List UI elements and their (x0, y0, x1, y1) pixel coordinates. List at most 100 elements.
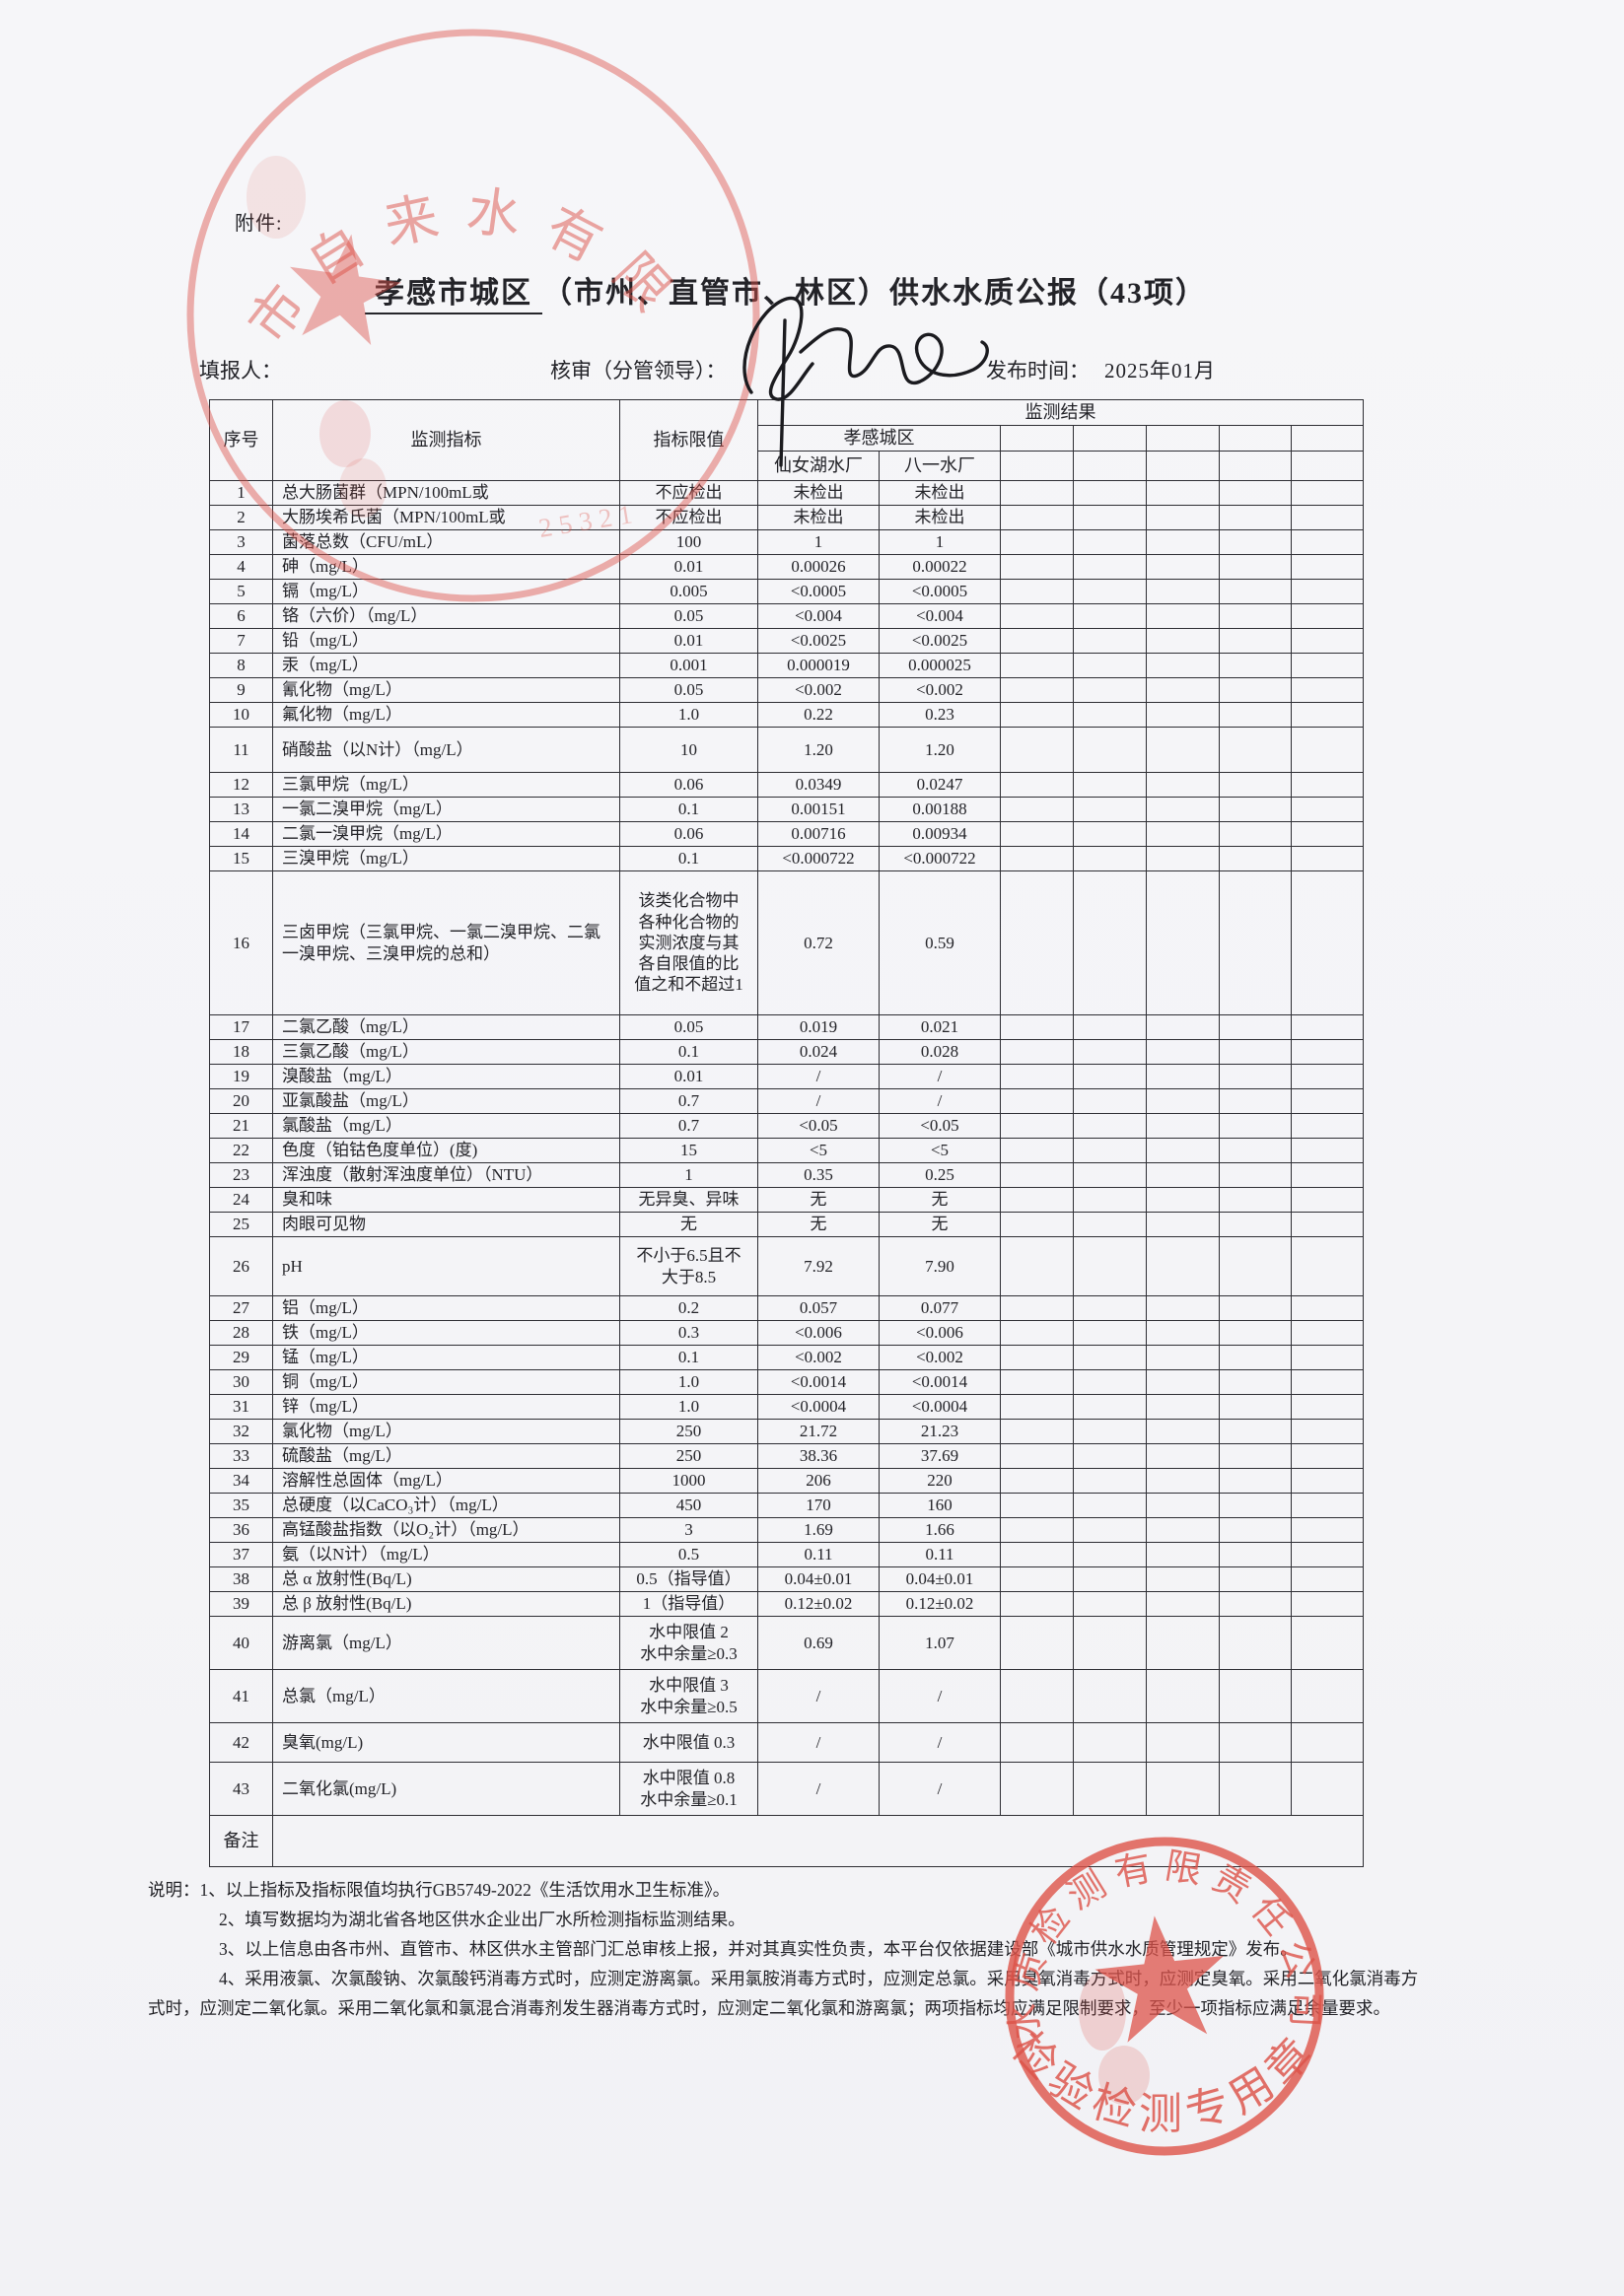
empty-cell (1000, 1295, 1074, 1321)
value-cell: 0.35 (757, 1162, 880, 1188)
limit-cell: 水中限值 3 水中余量≥0.5 (619, 1669, 758, 1723)
empty-cell (1000, 1113, 1074, 1139)
empty-header-cell (1146, 425, 1220, 452)
limit-cell: 无 (619, 1212, 758, 1237)
table-row: 31 锌（mg/L） 1.0 <0.0004 <0.0004 (209, 1394, 1365, 1420)
row-no: 15 (209, 846, 273, 871)
empty-cell (1000, 579, 1074, 604)
empty-cell (1219, 1039, 1292, 1065)
table-row: 14 二氯一溴甲烷（mg/L） 0.06 0.00716 0.00934 (209, 821, 1365, 847)
value-cell: 0.028 (879, 1039, 1001, 1065)
empty-cell (1000, 1419, 1074, 1444)
table-row: 41 总氯（mg/L） 水中限值 3 水中余量≥0.5// (209, 1669, 1365, 1723)
empty-cell (1290, 505, 1365, 530)
value-cell: <0.000722 (879, 846, 1001, 871)
empty-cell (1073, 772, 1147, 798)
row-no: 11 (209, 727, 273, 773)
table-row: 8 汞（mg/L） 0.001 0.000019 0.000025 (209, 653, 1365, 678)
row-no: 14 (209, 821, 273, 847)
empty-cell (1290, 1039, 1365, 1065)
plant-header-xiannvhu: 仙女湖水厂 (757, 451, 880, 481)
col-header-limit: 指标限值 (619, 399, 758, 481)
value-cell: <0.004 (879, 603, 1001, 629)
indicator-cell: 臭和味 (272, 1187, 620, 1213)
value-cell: <0.05 (879, 1113, 1001, 1139)
empty-cell (1219, 1591, 1292, 1617)
empty-cell (1146, 1187, 1220, 1213)
row-no: 8 (209, 653, 273, 678)
empty-cell (1073, 1014, 1147, 1040)
limit-cell: 10 (619, 727, 758, 773)
empty-cell (1000, 797, 1074, 822)
indicator-cell: 总氯（mg/L） (272, 1669, 620, 1723)
empty-cell (1290, 1517, 1365, 1543)
indicator-cell: 总 α 放射性(Bq/L) (272, 1566, 620, 1592)
value-cell: <0.004 (757, 603, 880, 629)
meta-row: 填报人： 核审（分管领导）： 发布时间： 2025年01月 (199, 355, 1422, 388)
table-row: 21 氯酸盐（mg/L） 0.7 <0.05 <0.05 (209, 1113, 1365, 1139)
limit-cell: 0.1 (619, 1345, 758, 1370)
note-3: 3、以上信息由各市州、直管市、林区供水主管部门汇总审核上报，并对其真实性负责，本… (219, 1939, 1298, 1959)
empty-cell (1290, 1566, 1365, 1592)
indicator-cell: 氯化物（mg/L） (272, 1419, 620, 1444)
value-cell: 0.25 (879, 1162, 1001, 1188)
empty-cell (1000, 1088, 1074, 1114)
empty-cell (1290, 821, 1365, 847)
indicator-cell: 浑浊度（散射浑浊度单位）（NTU） (272, 1162, 620, 1188)
empty-cell (1073, 1212, 1147, 1237)
empty-cell (1219, 1566, 1292, 1592)
empty-cell (1146, 870, 1220, 1015)
value-cell: 0.000019 (757, 653, 880, 678)
value-cell: 未检出 (757, 480, 880, 506)
indicator-cell: 总大肠菌群（MPN/100mL或 (272, 480, 620, 506)
empty-cell (1000, 1320, 1074, 1346)
empty-cell (1073, 821, 1147, 847)
limit-cell: 水中限值 2 水中余量≥0.3 (619, 1616, 758, 1670)
value-cell: 1.07 (879, 1616, 1001, 1670)
table-row: 1 总大肠菌群（MPN/100mL或 不应检出 未检出 未检出 (209, 480, 1365, 506)
empty-cell (1290, 1468, 1365, 1494)
empty-cell (1073, 1113, 1147, 1139)
empty-cell (1290, 677, 1365, 703)
empty-cell (1219, 846, 1292, 871)
indicator-cell: 二氯乙酸（mg/L） (272, 1014, 620, 1040)
indicator-cell: 亚氯酸盐（mg/L） (272, 1088, 620, 1114)
indicator-cell: 氰化物（mg/L） (272, 677, 620, 703)
value-cell: <0.006 (879, 1320, 1001, 1346)
empty-cell (1290, 1113, 1365, 1139)
value-cell: 7.92 (757, 1236, 880, 1296)
empty-cell (1073, 653, 1147, 678)
table-row: 13 一氯二溴甲烷（mg/L） 0.1 0.00151 0.00188 (209, 797, 1365, 822)
value-cell: 1 (757, 529, 880, 555)
empty-cell (1290, 1088, 1365, 1114)
empty-cell (1146, 505, 1220, 530)
attachment-label: 附件: (235, 213, 283, 235)
limit-cell: 不应检出 (619, 505, 758, 530)
table-row: 28 铁（mg/L） 0.3 <0.006 <0.006 (209, 1320, 1365, 1346)
note-4: 4、采用液氯、次氯酸钠、次氯酸钙消毒方式时，应测定游离氯。采用氯胺消毒方式时，应… (148, 1969, 1419, 2018)
empty-cell (1073, 1517, 1147, 1543)
table-row: 20 亚氯酸盐（mg/L） 0.7// (209, 1088, 1365, 1114)
row-no: 35 (209, 1493, 273, 1518)
note-1: 1、以上指标及指标限值均执行GB5749-2022《生活饮用水卫生标准》。 (199, 1880, 731, 1900)
empty-cell (1000, 1187, 1074, 1213)
empty-cell (1219, 1212, 1292, 1237)
empty-cell (1146, 603, 1220, 629)
empty-cell (1146, 1345, 1220, 1370)
filler-label: 填报人： (199, 359, 282, 383)
value-cell: <5 (757, 1138, 880, 1163)
value-cell: 21.72 (757, 1419, 880, 1444)
value-cell: / (879, 1669, 1001, 1723)
value-cell: <0.0025 (879, 628, 1001, 654)
row-no: 4 (209, 554, 273, 580)
table-row: 12 三氯甲烷（mg/L） 0.06 0.0349 0.0247 (209, 772, 1365, 798)
value-cell: <0.006 (757, 1320, 880, 1346)
table-row: 16 三卤甲烷（三氯甲烷、一氯二溴甲烷、二氯一溴甲烷、三溴甲烷的总和） 该类化合物中… (209, 870, 1365, 1015)
table-row: 19 溴酸盐（mg/L） 0.01// (209, 1064, 1365, 1089)
row-no: 34 (209, 1468, 273, 1494)
value-cell: 1.69 (757, 1517, 880, 1543)
limit-cell: 0.7 (619, 1113, 758, 1139)
empty-cell (1146, 1014, 1220, 1040)
row-no: 10 (209, 702, 273, 728)
indicator-cell: 三溴甲烷（mg/L） (272, 846, 620, 871)
